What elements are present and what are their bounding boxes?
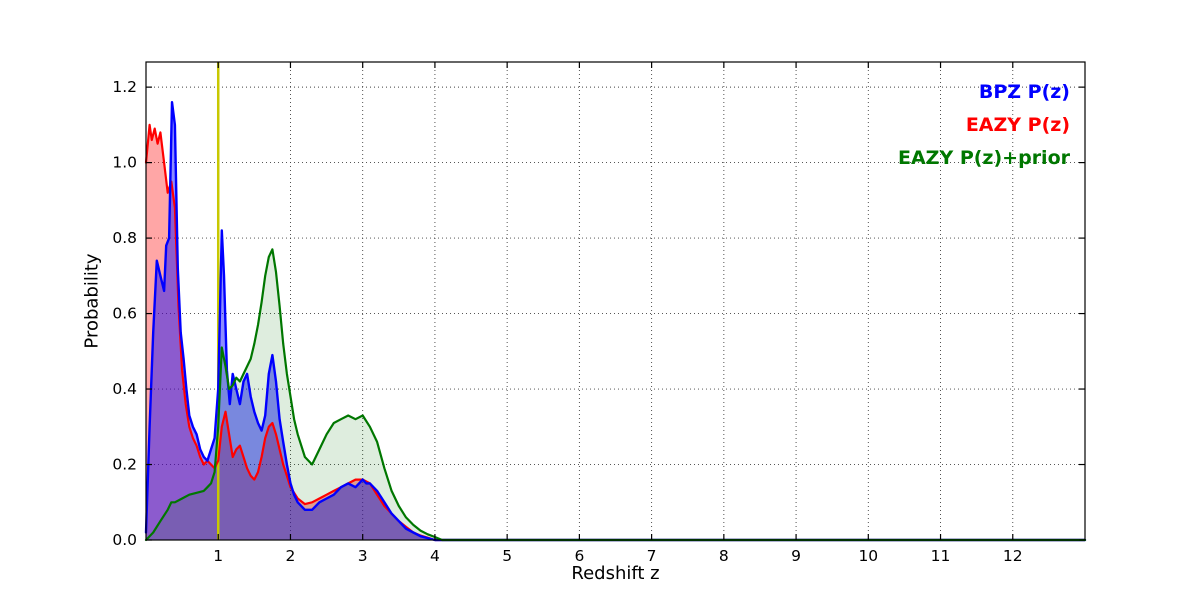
y-tick-label: 1.2 (112, 78, 137, 96)
x-tick-label: 3 (358, 547, 368, 565)
x-tick-label: 4 (430, 547, 440, 565)
area-eazy-p-z-prior (146, 249, 1085, 540)
legend-item-eazy: EAZY P(z) (965, 114, 1070, 136)
y-tick-label: 1.0 (112, 154, 137, 172)
x-tick-label: 5 (502, 547, 512, 565)
area-eazy-p-z- (146, 124, 1085, 541)
tick-labels: 1 2 3 4 5 6 7 8 9 10 11 120.00.20.40.60.81.01.2 (112, 78, 1022, 565)
x-tick-label: 9 (791, 547, 801, 565)
series-lines (144, 101, 1087, 542)
plot-frame (145, 61, 1086, 541)
x-tick-label: 1 (213, 547, 223, 565)
legend-item-bpz: BPZ P(z) (978, 81, 1070, 103)
curve-bpz-p-z- (144, 101, 1087, 542)
y-tick-label: 0.0 (112, 531, 137, 549)
y-tick-label: 0.6 (112, 305, 137, 323)
legend: BPZ P(z) EAZY P(z) EAZY P(z)+prior (898, 76, 1070, 175)
y-axis-label: Probability (81, 253, 103, 349)
x-tick-label: 12 (1003, 547, 1023, 565)
area-bpz-p-z- (146, 102, 1085, 540)
x-tick-label: 6 (574, 547, 584, 565)
x-tick-label: 11 (931, 547, 951, 565)
curve-eazy-p-z- (144, 123, 1087, 542)
series-fills (146, 102, 1085, 541)
x-axis-label: Redshift z (571, 563, 660, 584)
y-tick-label: 0.2 (112, 456, 137, 474)
tick-marks (146, 62, 1085, 541)
x-tick-label: 7 (647, 547, 657, 565)
legend-item-eazy-prior: EAZY P(z)+prior (897, 147, 1070, 169)
curve-eazy-p-z-prior (144, 248, 1087, 542)
x-tick-label: 2 (286, 547, 296, 565)
x-tick-label: 10 (858, 547, 878, 565)
x-tick-label: 8 (719, 547, 729, 565)
y-tick-label: 0.4 (112, 380, 137, 398)
y-tick-label: 0.8 (112, 229, 137, 247)
